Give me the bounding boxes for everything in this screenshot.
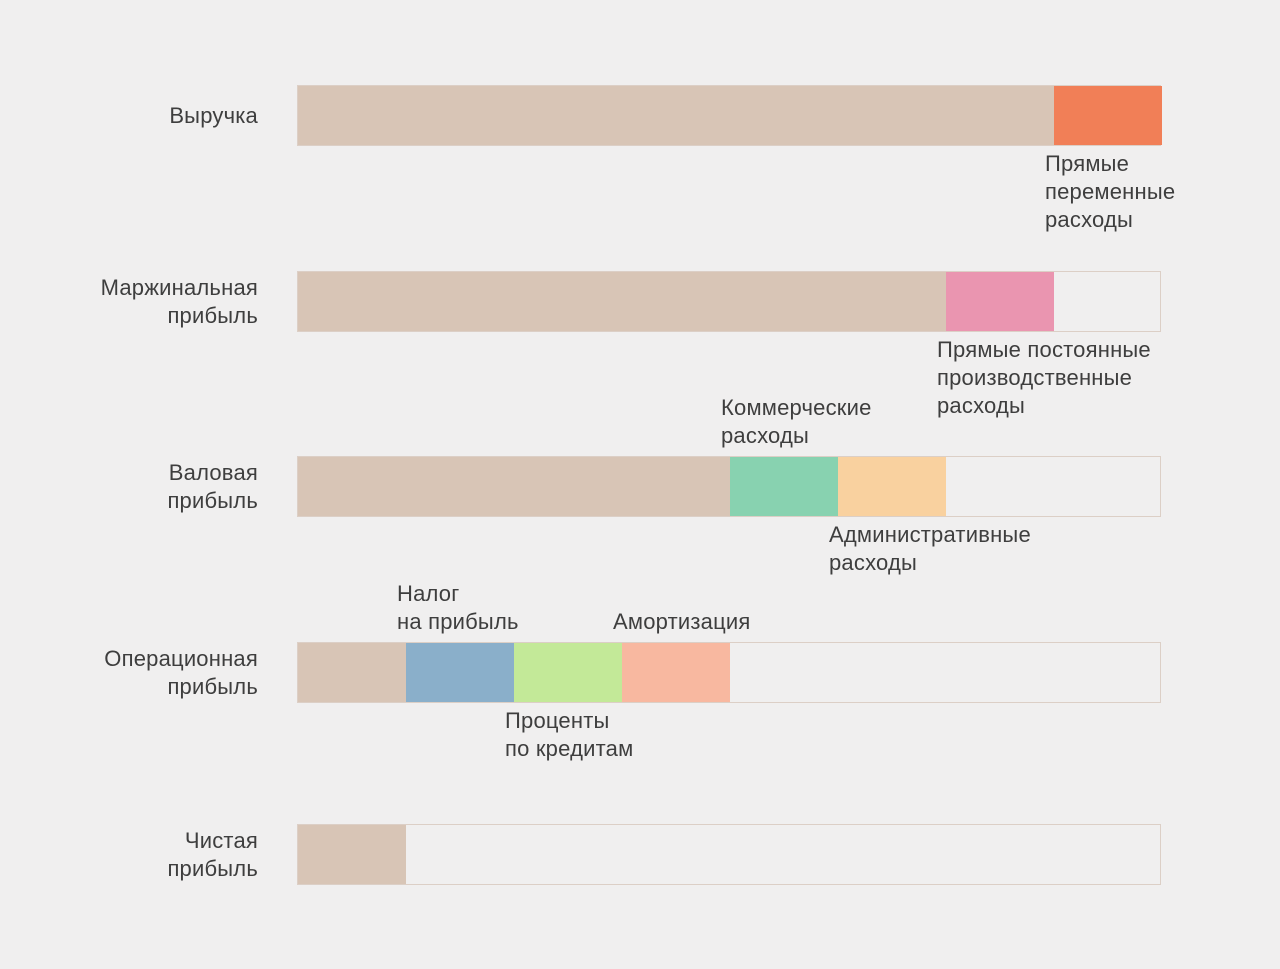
segment-amortization — [622, 643, 730, 702]
bar-track-revenue — [297, 85, 1162, 146]
segment-label-commercial_costs: Коммерческие расходы — [721, 395, 872, 448]
segment-label-administrative_costs: Административные расходы — [829, 522, 1031, 575]
row-label-operating: Операционная прибыль — [104, 646, 258, 699]
segment-loan_interest — [514, 643, 622, 702]
segment-label-fixed_production_costs: Прямые постоянные производственные расхо… — [937, 337, 1151, 418]
segment-profit-net — [298, 825, 406, 884]
bar-track-net — [297, 824, 1161, 885]
row-label-marginal: Маржинальная прибыль — [100, 275, 258, 328]
segment-label-income_tax: Налог на прибыль — [397, 581, 519, 634]
segment-profit-operating — [298, 643, 406, 702]
segment-label-variable_costs: Прямые переменные расходы — [1045, 151, 1176, 232]
segment-label-amortization: Амортизация — [613, 609, 751, 634]
bar-track-operating — [297, 642, 1161, 703]
segment-commercial_costs — [730, 457, 838, 516]
row-label-net: Чистая прибыль — [167, 828, 258, 881]
row-label-gross: Валовая прибыль — [167, 460, 258, 513]
bar-track-gross — [297, 456, 1161, 517]
bar-track-marginal — [297, 271, 1161, 332]
segment-profit-marginal — [298, 272, 946, 331]
segment-label-loan_interest: Проценты по кредитам — [505, 708, 634, 761]
segment-administrative_costs — [838, 457, 946, 516]
row-label-revenue: Выручка — [169, 103, 258, 128]
segment-income_tax — [406, 643, 514, 702]
segment-profit-revenue — [298, 86, 1054, 145]
segment-profit-gross — [298, 457, 730, 516]
segment-variable_costs — [1054, 86, 1162, 145]
segment-fixed_production_costs — [946, 272, 1054, 331]
